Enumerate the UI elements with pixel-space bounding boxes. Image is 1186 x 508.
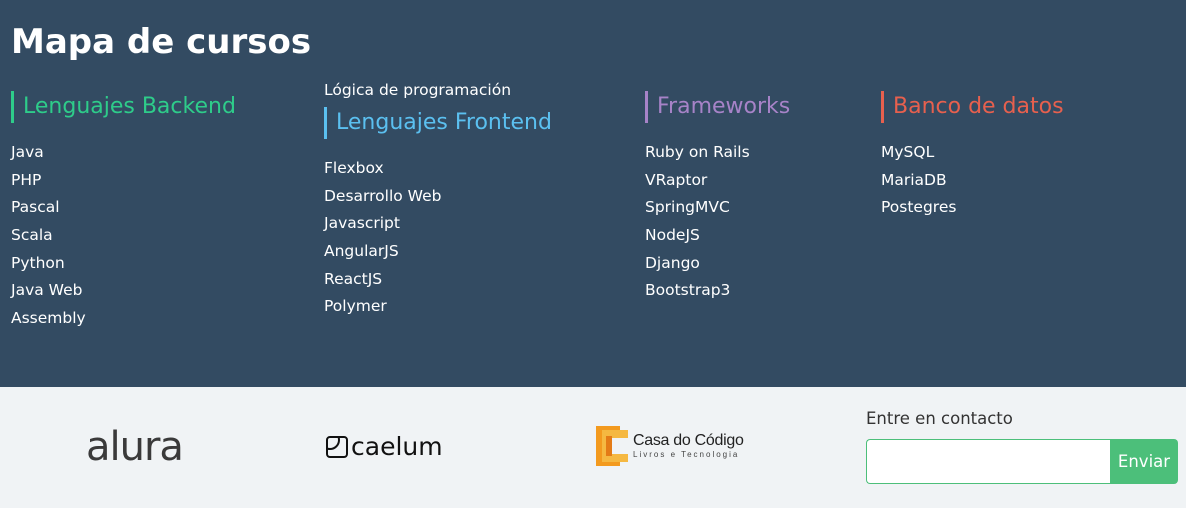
footer: alura caelum Casa do Código Livros e Tec… xyxy=(0,387,1186,508)
contact-email-input[interactable] xyxy=(866,439,1110,484)
casa-do-codigo-mark-icon xyxy=(596,426,628,466)
course-link[interactable]: Java xyxy=(11,143,44,161)
contact-label: Entre en contacto xyxy=(866,409,1013,428)
databases-heading: Banco de datos xyxy=(881,91,1064,123)
databases-list: MySQL MariaDB Postegres xyxy=(881,139,1064,222)
backend-heading: Lenguajes Backend xyxy=(11,91,236,123)
course-link[interactable]: Polymer xyxy=(324,297,387,316)
course-link[interactable]: MySQL xyxy=(881,143,935,161)
course-link[interactable]: ReactJS xyxy=(324,269,383,288)
backend-column: Lenguajes Backend Java PHP Pascal Scala … xyxy=(11,91,236,333)
course-link[interactable]: VRaptor xyxy=(645,170,708,189)
frameworks-heading: Frameworks xyxy=(645,91,790,123)
course-link[interactable]: Django xyxy=(645,253,700,272)
course-link[interactable]: Scala xyxy=(11,226,53,245)
course-link[interactable]: Desarrollo Web xyxy=(324,186,442,205)
course-link[interactable]: Ruby on Rails xyxy=(645,143,750,161)
course-link[interactable]: Javascript xyxy=(324,214,400,233)
course-link[interactable]: Assembly xyxy=(11,309,86,328)
frameworks-list: Ruby on Rails VRaptor SpringMVC NodeJS D… xyxy=(645,139,790,305)
casa-do-codigo-tagline: Livros e Tecnologia xyxy=(633,450,740,459)
course-link[interactable]: AngularJS xyxy=(324,242,399,261)
databases-column: Banco de datos MySQL MariaDB Postegres xyxy=(881,91,1064,222)
backend-list: Java PHP Pascal Scala Python Java Web As… xyxy=(11,139,236,333)
contact-section: Entre en contacto Enviar xyxy=(866,408,1178,484)
contact-form: Enviar xyxy=(866,439,1178,484)
frameworks-column: Frameworks Ruby on Rails VRaptor SpringM… xyxy=(645,91,790,305)
course-link[interactable]: MariaDB xyxy=(881,170,947,189)
frontend-list: Flexbox Desarrollo Web Javascript Angula… xyxy=(324,155,552,321)
logic-programming-link[interactable]: Lógica de programación xyxy=(324,81,512,99)
frontend-column: Lógica de programación Lenguajes Fronten… xyxy=(324,79,552,321)
course-link[interactable]: SpringMVC xyxy=(645,198,730,217)
send-button[interactable]: Enviar xyxy=(1110,439,1178,484)
casa-do-codigo-name: Casa do Código xyxy=(633,432,744,449)
casa-do-codigo-logo[interactable]: Casa do Código Livros e Tecnologia xyxy=(596,426,744,466)
course-link[interactable]: Pascal xyxy=(11,198,60,217)
caelum-wordmark: caelum xyxy=(351,432,443,461)
course-link[interactable]: Java Web xyxy=(11,281,83,300)
alura-logo[interactable]: alura xyxy=(86,424,184,470)
course-link[interactable]: Postegres xyxy=(881,198,957,217)
course-link[interactable]: Python xyxy=(11,253,65,272)
page-title: Mapa de cursos xyxy=(11,22,312,62)
course-link[interactable]: Bootstrap3 xyxy=(645,281,731,300)
course-link[interactable]: Flexbox xyxy=(324,159,384,177)
course-link[interactable]: PHP xyxy=(11,170,42,189)
course-map: Mapa de cursos Lenguajes Backend Java PH… xyxy=(0,0,1186,387)
caelum-logo[interactable]: caelum xyxy=(326,432,443,462)
frontend-heading: Lenguajes Frontend xyxy=(324,107,552,139)
caelum-mark-icon xyxy=(326,436,348,458)
course-link[interactable]: NodeJS xyxy=(645,226,700,245)
